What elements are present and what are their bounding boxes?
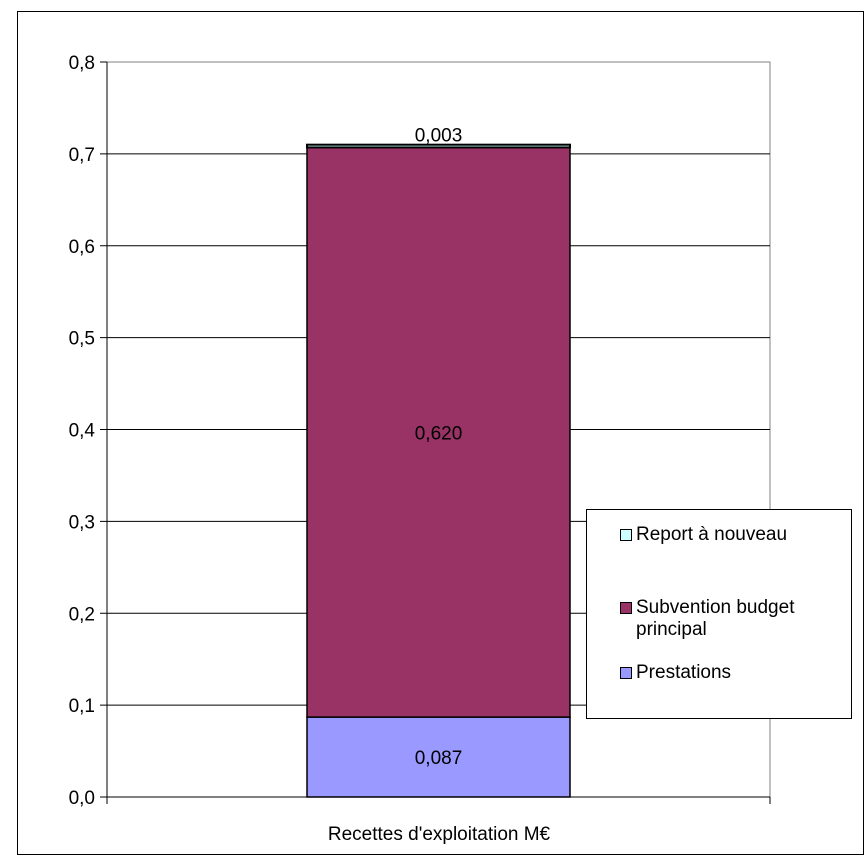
y-tick-label: 0,2 <box>69 604 95 625</box>
y-tick-label: 0,5 <box>69 329 95 350</box>
legend-item-report: Report à nouveau <box>620 524 787 546</box>
y-tick-label: 0,3 <box>69 512 95 533</box>
legend-label-report: Report à nouveau <box>636 524 788 545</box>
y-tick-label: 0,6 <box>69 237 95 258</box>
data-label-2: 0,620 <box>415 423 463 444</box>
bar-segment-1 <box>306 716 571 798</box>
y-tick-labels: 0,0 0,1 0,2 0,3 0,4 0,5 0,6 0,7 0,8 <box>69 53 96 809</box>
legend: Report à nouveau Subvention budget princ… <box>586 509 852 719</box>
bar-segment-2 <box>306 146 571 718</box>
y-tick-label: 0,1 <box>69 696 95 717</box>
y-tick-label: 0,8 <box>69 53 95 74</box>
data-label-3: 0,003 <box>415 126 463 147</box>
legend-swatch-prestations <box>620 667 632 679</box>
y-tick-label: 0,0 <box>69 788 95 809</box>
legend-swatch-report <box>620 529 632 541</box>
legend-label-subvention: Subvention budget principal <box>636 597 795 640</box>
y-tick-label: 0,7 <box>69 145 95 166</box>
bars <box>306 143 571 798</box>
legend-item-subvention: Subvention budget principal <box>620 597 845 641</box>
legend-item-prestations: Prestations <box>620 662 731 684</box>
legend-swatch-subvention <box>620 602 632 614</box>
data-labels: 0,087 0,620 0,003 <box>415 126 463 769</box>
x-category-label: Recettes d'exploitation M€ <box>328 824 551 845</box>
bar-segment-3 <box>306 143 571 149</box>
axes <box>100 61 771 804</box>
y-tick-label: 0,4 <box>69 421 96 442</box>
legend-label-prestations: Prestations <box>636 662 732 683</box>
data-label-1: 0,087 <box>415 748 463 769</box>
